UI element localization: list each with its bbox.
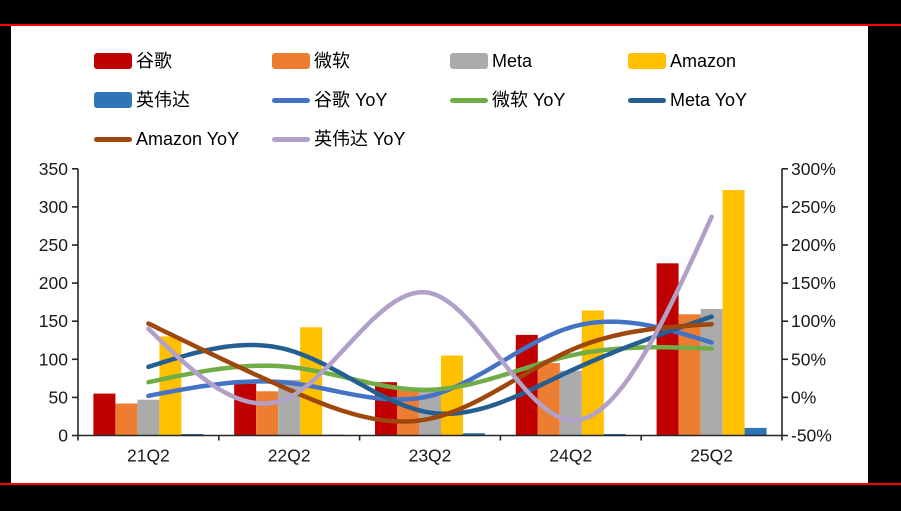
legend-label: 谷歌 [136, 51, 172, 71]
right-axis-tick-label: 50% [791, 349, 826, 369]
bar-谷歌-22Q2 [234, 383, 257, 436]
legend-label: Amazon [670, 51, 737, 71]
bar-谷歌-24Q2 [515, 334, 538, 436]
left-axis-tick-label: 200 [39, 273, 68, 293]
left-axis-tick-label: 350 [39, 159, 68, 179]
bar-Amazon-23Q2 [441, 355, 463, 436]
left-axis-tick-label: 300 [39, 197, 68, 217]
bar-Amazon-25Q2 [722, 190, 745, 436]
yoy-line-英伟达 YoY [146, 214, 714, 423]
legend-item-5: 谷歌 YoY [272, 89, 450, 111]
legend-item-2: Meta [450, 50, 628, 72]
legend-label: 微软 YoY [492, 90, 566, 110]
left-axis-tick-label: 50 [49, 387, 69, 407]
legend-bar-swatch [94, 92, 132, 108]
bar-微软-22Q2 [256, 391, 279, 436]
legend-line-swatch [450, 97, 488, 103]
legend-label: Meta YoY [670, 90, 748, 110]
right-axis-tick-label: 0% [791, 387, 816, 407]
left-axis-tick-label: 150 [39, 311, 68, 331]
bar-Meta-24Q2 [559, 370, 582, 436]
legend-item-3: Amazon [628, 50, 806, 72]
bar-Meta-21Q2 [137, 399, 160, 436]
chart-panel: 谷歌 微软 Meta Amazon 英伟达 谷歌 YoY 微软 YoY Meta YoY Ama… [11, 26, 868, 483]
bar-谷歌-21Q2 [93, 393, 116, 436]
right-axis-tick-label: -50% [791, 426, 832, 446]
legend-item-0: 谷歌 [94, 50, 272, 72]
bar-谷歌-23Q2 [375, 382, 397, 436]
legend-label: 英伟达 YoY [314, 129, 406, 149]
bottom-accent-line [0, 483, 901, 485]
legend-label: 英伟达 [136, 90, 190, 110]
legend-item-6: 微软 YoY [450, 89, 628, 111]
left-axis-tick-label: 0 [58, 426, 68, 446]
legend-bar-swatch [450, 53, 488, 69]
legend-label: Meta [492, 51, 533, 71]
right-axis-tick-label: 250% [791, 197, 836, 217]
legend-item-4: 英伟达 [94, 89, 272, 111]
bar-Meta-25Q2 [700, 309, 723, 436]
left-axis-tick-label: 250 [39, 235, 68, 255]
legend-item-7: Meta YoY [628, 89, 806, 111]
x-axis-label-24Q2: 24Q2 [549, 446, 592, 466]
legend-item-8: Amazon YoY [94, 128, 272, 150]
legend-label: Amazon YoY [136, 129, 240, 149]
legend-label: 微软 [314, 51, 350, 71]
right-axis-tick-label: 200% [791, 235, 836, 255]
bar-微软-24Q2 [537, 363, 560, 436]
x-axis-label-21Q2: 21Q2 [127, 446, 170, 466]
legend-bar-swatch [628, 53, 666, 69]
x-axis-label-23Q2: 23Q2 [409, 446, 452, 466]
bar-微软-25Q2 [678, 314, 701, 436]
yoy-line-Meta YoY [146, 314, 714, 417]
legend-line-swatch [94, 136, 132, 142]
bar-英伟达-25Q2 [744, 427, 767, 436]
legend-item-9: 英伟达 YoY [272, 128, 450, 150]
legend-bar-swatch [272, 53, 310, 69]
combo-chart: 350 300% 300 250% 250 200% 200 150% 150 100% 100 50… [39, 159, 836, 466]
x-axis-label-22Q2: 22Q2 [268, 446, 311, 466]
x-axis-label-25Q2: 25Q2 [690, 446, 733, 466]
right-axis-tick-label: 100% [791, 311, 836, 331]
legend-line-swatch [272, 136, 310, 142]
chart-legend: 谷歌 微软 Meta Amazon 英伟达 谷歌 YoY 微软 YoY Meta YoY Ama… [94, 50, 808, 167]
right-axis-tick-label: 150% [791, 273, 836, 293]
legend-line-swatch [272, 97, 310, 103]
legend-label: 谷歌 YoY [314, 90, 388, 110]
left-axis-tick-label: 100 [39, 349, 68, 369]
yoy-line-Amazon YoY [146, 321, 714, 424]
legend-item-1: 微软 [272, 50, 450, 72]
legend-line-swatch [628, 97, 666, 103]
right-axis-tick-label: 300% [791, 159, 836, 179]
yoy-line-谷歌 YoY [146, 319, 714, 402]
bar-微软-21Q2 [115, 403, 138, 436]
legend-bar-swatch [94, 53, 132, 69]
bar-英伟达-23Q2 [463, 433, 485, 436]
top-accent-line [0, 24, 901, 26]
